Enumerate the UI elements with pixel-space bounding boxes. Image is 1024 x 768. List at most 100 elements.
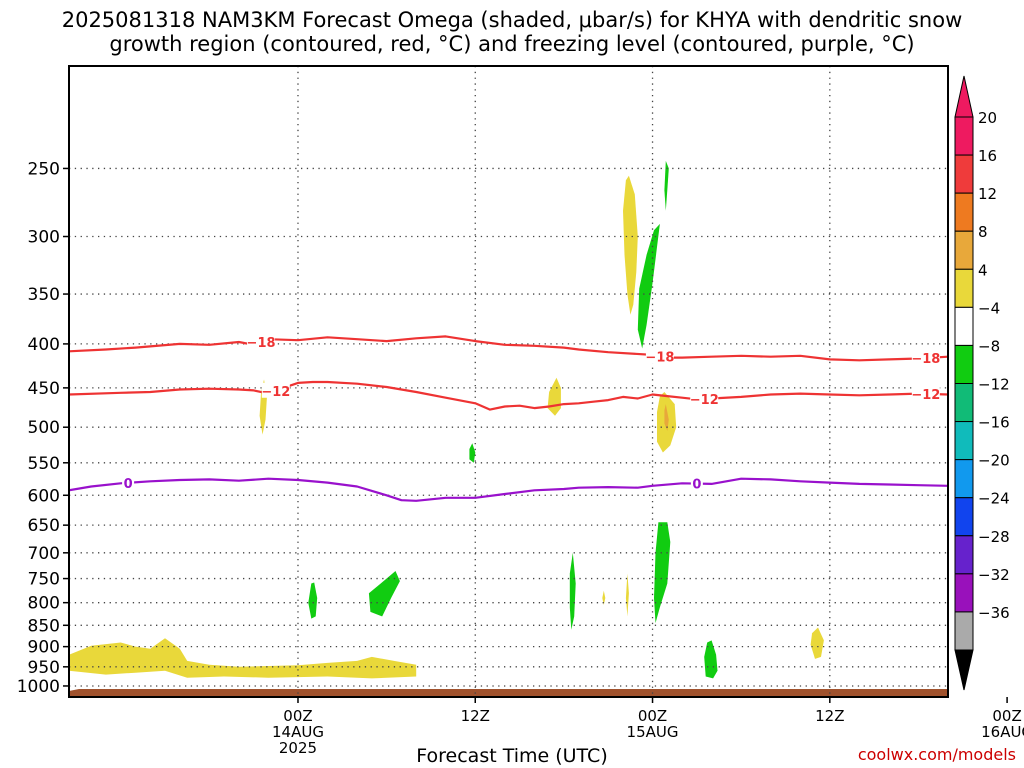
colorbar-label: −16 (978, 414, 1010, 432)
contour-label-bg (911, 350, 940, 366)
plot-area: −18 −18 −18 −12 −12 −12 0 0 0 (69, 66, 1024, 697)
colorbar-label: −28 (978, 528, 1010, 546)
y-tick-label: 550 (28, 454, 60, 474)
x-tick-sublabel: 16AUG (981, 723, 1024, 741)
contour-line (69, 335, 948, 362)
omega-region (810, 627, 824, 659)
colorbar-segment (954, 154, 974, 194)
y-tick-label: 700 (28, 544, 60, 564)
x-tick-label: 12Z (461, 707, 490, 725)
contour-label-bg (122, 474, 135, 490)
contour-label-bg (1016, 476, 1024, 491)
colorbar-label: −24 (978, 490, 1010, 508)
x-tick-sublabel: 14AUG (272, 723, 324, 741)
colorbar-segment (954, 611, 974, 651)
x-tick-label: 12Z (815, 707, 844, 725)
colorbar-top-arrow (954, 75, 974, 118)
colorbar-bottom-arrow (954, 649, 974, 691)
y-tick-label: 500 (28, 418, 60, 438)
contour-label-bg (261, 382, 290, 398)
contour-label: −18 (247, 336, 276, 351)
omega-region (368, 571, 400, 617)
contour-label: −18 (645, 350, 674, 365)
x-tick-sublabel: 2025 (279, 739, 317, 757)
contour-line (69, 477, 948, 502)
x-tick-label: 00Z (638, 707, 667, 725)
colorbar-segment (954, 116, 974, 156)
y-tick-label: 1000 (17, 677, 60, 697)
contour-label-bg (690, 390, 719, 406)
contour-label-bg (690, 475, 703, 491)
contour-label-bg (247, 334, 276, 350)
contour-label: −18 (911, 352, 940, 367)
omega-region (623, 175, 638, 315)
colorbar-segment (954, 192, 974, 232)
omega-region (637, 223, 660, 349)
contour-label: 0 (1017, 478, 1024, 493)
colorbar-label: 20 (978, 109, 997, 127)
colorbar-segment (954, 421, 974, 461)
colorbar-label: 4 (978, 261, 988, 279)
colorbar-segment (954, 497, 974, 537)
x-tick-label: 00Z (992, 707, 1021, 725)
chart-title-line-1: 2025081318 NAM3KM Forecast Omega (shaded… (61, 8, 963, 32)
omega-region (308, 582, 318, 619)
chart-title-line-2: growth region (contoured, red, °C) and f… (109, 32, 915, 56)
axes: 2503003504004505005506006507007508008509… (17, 65, 1024, 757)
contour-label: −12 (690, 393, 719, 408)
terrain-fill (69, 688, 948, 697)
contour-label: −12 (261, 385, 290, 400)
plot-clip-group: −18 −18 −18 −12 −12 −12 0 0 0 (69, 66, 1024, 697)
colorbar: 20 16 12 8 4 −4 −8 −12 −16 −20 −24 −28 −32 −36 (954, 75, 1010, 691)
y-tick-label: 750 (28, 570, 60, 590)
omega-region (654, 522, 671, 624)
colorbar-label: −12 (978, 376, 1010, 394)
y-tick-label: 800 (28, 594, 60, 614)
x-tick-label: 00Z (283, 707, 312, 725)
omega-region (625, 573, 629, 617)
contour-line (69, 380, 948, 411)
colorbar-label: −36 (978, 604, 1010, 622)
y-tick-label: 250 (28, 159, 60, 179)
colorbar-segment (954, 268, 974, 308)
site-credit: coolwx.com/models (857, 745, 1016, 764)
contour-label: 0 (692, 478, 701, 493)
colorbar-label: −8 (978, 337, 1000, 355)
omega-region (547, 377, 561, 416)
y-tick-label: 450 (28, 379, 60, 399)
colorbar-segment (954, 230, 974, 270)
contour-label-bg (911, 385, 940, 401)
y-tick-label: 300 (28, 228, 60, 248)
y-tick-label: 850 (28, 616, 60, 636)
y-tick-label: 650 (28, 516, 60, 536)
colorbar-segment (954, 535, 974, 575)
colorbar-segment (954, 459, 974, 499)
plot-frame (68, 65, 949, 698)
y-tick-label: 400 (28, 335, 60, 355)
y-tick-label: 600 (28, 486, 60, 506)
colorbar-label: −20 (978, 452, 1010, 470)
colorbar-label: 16 (978, 147, 997, 165)
omega-region (664, 160, 669, 211)
y-tick-label: 950 (28, 658, 60, 678)
omega-region (469, 443, 476, 463)
colorbar-segment (954, 383, 974, 423)
colorbar-label: −4 (978, 299, 1000, 317)
contour-label: −12 (911, 388, 940, 403)
omega-region (602, 590, 606, 605)
colorbar-label: 8 (978, 223, 988, 241)
colorbar-segment (954, 344, 974, 384)
contour-label-bg (645, 348, 674, 364)
colorbar-segment (954, 573, 974, 613)
y-tick-label: 350 (28, 285, 60, 305)
colorbar-segment (954, 306, 974, 346)
omega-region (69, 638, 417, 679)
contour-label: 0 (124, 477, 133, 492)
omega-region (704, 640, 718, 679)
colorbar-label: 12 (978, 185, 997, 203)
x-axis-title: Forecast Time (UTC) (416, 745, 608, 767)
x-tick-sublabel: 15AUG (627, 723, 679, 741)
omega-region (569, 552, 576, 630)
omega-region (664, 404, 669, 431)
